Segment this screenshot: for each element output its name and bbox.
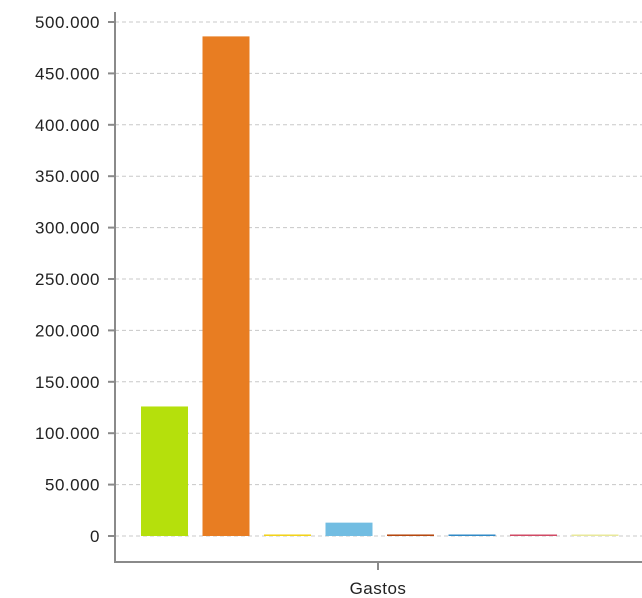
bar-series-1[interactable] (141, 406, 188, 536)
y-tick-label: 150.000 (35, 373, 100, 392)
y-tick-label: 450.000 (35, 64, 100, 83)
x-axis-ticks: Gastos (350, 562, 407, 598)
y-tick-label: 0 (90, 527, 100, 546)
y-tick-label: 50.000 (45, 476, 100, 495)
y-axis-ticks: 0 50.000 100.000 150.000 200.000 250.000 300.0… (35, 13, 115, 546)
y-tick-label: 200.000 (35, 321, 100, 340)
y-tick-label: 500.000 (35, 13, 100, 32)
bar-series-5[interactable] (387, 534, 434, 536)
bar-series-7[interactable] (510, 534, 557, 537)
bar-series-8[interactable] (571, 534, 619, 537)
y-tick-label: 350.000 (35, 167, 100, 186)
bars (141, 36, 619, 536)
y-tick-label: 250.000 (35, 270, 100, 289)
bar-series-3[interactable] (264, 534, 311, 536)
bar-series-4[interactable] (325, 522, 373, 536)
y-tick-label: 100.000 (35, 424, 100, 443)
bar-series-6[interactable] (448, 534, 496, 537)
x-category-label: Gastos (350, 579, 407, 598)
grid-lines (115, 21, 642, 537)
y-tick-label: 400.000 (35, 116, 100, 135)
bar-series-2[interactable] (202, 36, 250, 536)
y-tick-label: 300.000 (35, 219, 100, 238)
